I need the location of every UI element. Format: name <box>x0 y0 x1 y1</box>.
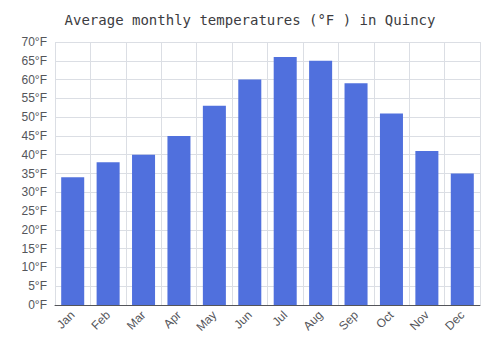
svg-text:Nov: Nov <box>407 308 432 333</box>
svg-text:Mar: Mar <box>124 308 149 332</box>
svg-text:65°F: 65°F <box>22 54 47 68</box>
svg-text:60°F: 60°F <box>22 73 47 87</box>
svg-text:30°F: 30°F <box>22 185 47 199</box>
svg-text:Dec: Dec <box>442 308 467 333</box>
svg-text:Jan: Jan <box>54 308 78 332</box>
svg-text:20°F: 20°F <box>22 223 47 237</box>
svg-text:Aug: Aug <box>301 308 326 333</box>
svg-text:55°F: 55°F <box>22 91 47 105</box>
svg-text:35°F: 35°F <box>22 167 47 181</box>
svg-text:70°F: 70°F <box>22 35 47 49</box>
svg-text:15°F: 15°F <box>22 242 47 256</box>
svg-text:40°F: 40°F <box>22 148 47 162</box>
svg-text:May: May <box>193 308 219 334</box>
svg-text:50°F: 50°F <box>22 110 47 124</box>
svg-text:0°F: 0°F <box>28 298 47 312</box>
svg-text:Sep: Sep <box>336 308 361 333</box>
svg-text:5°F: 5°F <box>28 279 47 293</box>
svg-text:Feb: Feb <box>89 308 114 333</box>
svg-text:Apr: Apr <box>161 308 184 331</box>
svg-text:Jul: Jul <box>269 308 290 329</box>
svg-text:Oct: Oct <box>373 308 397 332</box>
svg-text:45°F: 45°F <box>22 129 47 143</box>
svg-text:Average monthly temperatures (: Average monthly temperatures (°F ) in Qu… <box>65 12 436 28</box>
svg-text:10°F: 10°F <box>22 260 47 274</box>
svg-text:25°F: 25°F <box>22 204 47 218</box>
svg-text:Jun: Jun <box>231 308 255 332</box>
